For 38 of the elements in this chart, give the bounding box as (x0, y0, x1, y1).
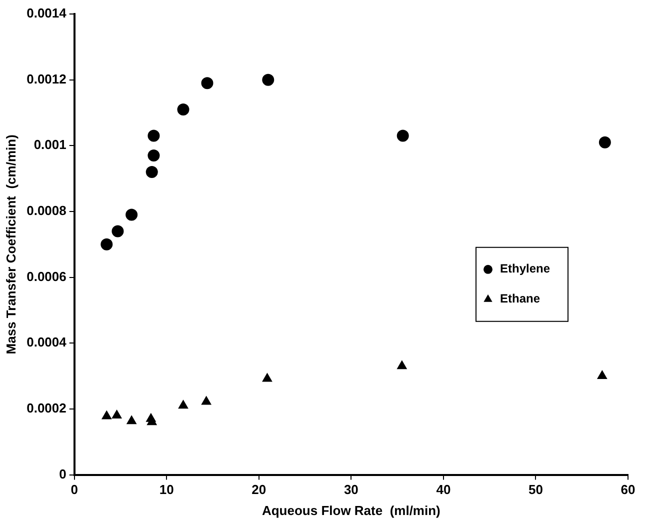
point (126, 208, 138, 221)
y-tick-label: 0.0006 (26, 268, 66, 284)
point (397, 360, 407, 370)
point (598, 136, 611, 148)
y-axis-title: Mass Transfer Coefficient (cm/min) (3, 134, 18, 354)
point (146, 166, 158, 178)
x-tick-label: 30 (344, 482, 358, 498)
point (396, 130, 409, 142)
x-tick-label: 20 (252, 482, 266, 498)
point (100, 238, 113, 250)
point (262, 74, 274, 86)
point (148, 130, 160, 142)
point (102, 410, 112, 420)
point (112, 225, 124, 238)
y-tick-label: 0.001 (34, 137, 66, 152)
x-tick-label: 40 (436, 482, 451, 498)
point (201, 396, 212, 405)
point (201, 77, 214, 90)
y-tick-label: 0.0004 (26, 334, 68, 350)
x-tick-label: 60 (620, 482, 636, 498)
legend-label: Ethylene (500, 262, 550, 276)
point (177, 103, 190, 116)
y-tick-label: 0.0008 (26, 203, 66, 218)
x-axis-title: Aqueous Flow Rate (ml/min) (262, 502, 440, 518)
point (262, 373, 272, 382)
legend-label: Ethane (500, 292, 540, 306)
point (597, 370, 607, 380)
point (126, 416, 136, 424)
y-tick-label: 0.0002 (26, 400, 66, 416)
x-tick-label: 0 (70, 482, 78, 498)
point (148, 150, 160, 162)
y-tick-label: 0.0012 (26, 71, 66, 86)
y-tick-label: 0.0014 (26, 6, 68, 21)
x-tick-label: 50 (528, 482, 543, 498)
point (178, 400, 188, 409)
point (112, 410, 122, 419)
x-tick-label: 10 (159, 482, 174, 498)
y-tick-label: 0 (59, 466, 66, 482)
